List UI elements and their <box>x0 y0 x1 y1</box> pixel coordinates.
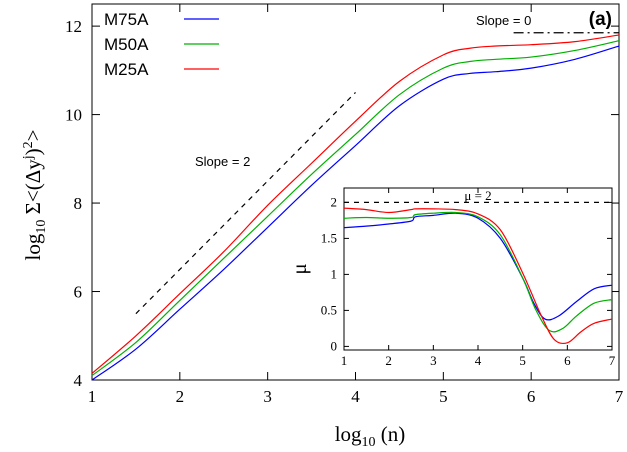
y-axis-label-end: > <box>21 130 45 142</box>
x-axis-label-rest: (n) <box>376 422 406 446</box>
inset-y-axis-label: μ <box>287 263 311 274</box>
inset-mu-2-annotation: μ = 2 <box>464 188 491 203</box>
x-axis-label-sub: 10 <box>362 435 376 450</box>
inset-y-tick-label: 1 <box>331 266 338 281</box>
main-series-line-m50a <box>91 40 620 377</box>
main-x-tick-label: 6 <box>527 387 536 406</box>
inset-y-tick-label: 2 <box>331 194 338 209</box>
legend-label-m50a: M50A <box>104 35 149 54</box>
main-x-tick-label: 7 <box>615 387 624 406</box>
inset-x-tick-label: 3 <box>430 353 437 368</box>
inset-x-tick-label: 2 <box>385 353 392 368</box>
inset-x-tick-label: 1 <box>341 353 348 368</box>
main-reference-lines <box>135 32 619 315</box>
inset-x-tick-label: 7 <box>609 353 616 368</box>
main-y-tick-label: 10 <box>65 106 82 125</box>
y-axis-label: log10 Σ<(Δyj)2> <box>21 130 49 261</box>
inset-y-tick-label: 1.5 <box>321 230 337 245</box>
legend-label-m75a: M75A <box>104 10 149 29</box>
main-reference-line <box>135 92 356 315</box>
inset-series-group <box>343 207 613 345</box>
main-series-line-m75a <box>91 45 620 381</box>
main-x-tick-label: 2 <box>176 387 185 406</box>
x-axis-label: log10 (n) <box>335 422 406 450</box>
legend-label-m25a: M25A <box>104 60 149 79</box>
slope-2-annotation: Slope = 2 <box>195 154 250 169</box>
main-series-group <box>91 34 620 381</box>
main-series-line-m25a <box>91 34 620 374</box>
main-y-tick-label: 12 <box>65 17 82 36</box>
inset-axis-ticks: 1 2 3 4 5 6 7 0 0.5 1 1.5 2 <box>321 188 616 368</box>
main-y-tick-label: 6 <box>74 283 83 302</box>
inset-x-tick-label: 6 <box>564 353 571 368</box>
y-axis-label-sup-2: 2 <box>21 141 36 148</box>
inset-x-tick-label: 4 <box>475 353 482 368</box>
main-x-tick-label: 3 <box>263 387 272 406</box>
main-x-tick-label: 4 <box>351 387 360 406</box>
inset-y-tick-label: 0 <box>331 338 338 353</box>
main-y-tick-label: 8 <box>74 194 83 213</box>
main-y-tick-label: 4 <box>74 371 83 390</box>
y-axis-label-sub: 10 <box>34 220 49 234</box>
slope-0-annotation: Slope = 0 <box>476 13 531 28</box>
inset-y-tick-label: 0.5 <box>321 302 337 317</box>
inset-series-line-m25a <box>343 207 613 345</box>
inset-series-line-m75a <box>343 212 613 321</box>
inset-background <box>344 188 612 350</box>
legend: M75A M50A M25A <box>104 10 219 79</box>
panel-label: (a) <box>589 9 612 30</box>
main-x-tick-label: 1 <box>88 387 97 406</box>
main-x-tick-label: 5 <box>439 387 448 406</box>
inset-series-line-m50a <box>343 211 613 333</box>
y-axis-label-close: ) <box>21 148 45 155</box>
y-axis-label-rest: Σ<(Δy <box>21 159 45 220</box>
y-axis-label-sup-j: j <box>21 155 36 160</box>
inset-x-tick-label: 5 <box>519 353 526 368</box>
